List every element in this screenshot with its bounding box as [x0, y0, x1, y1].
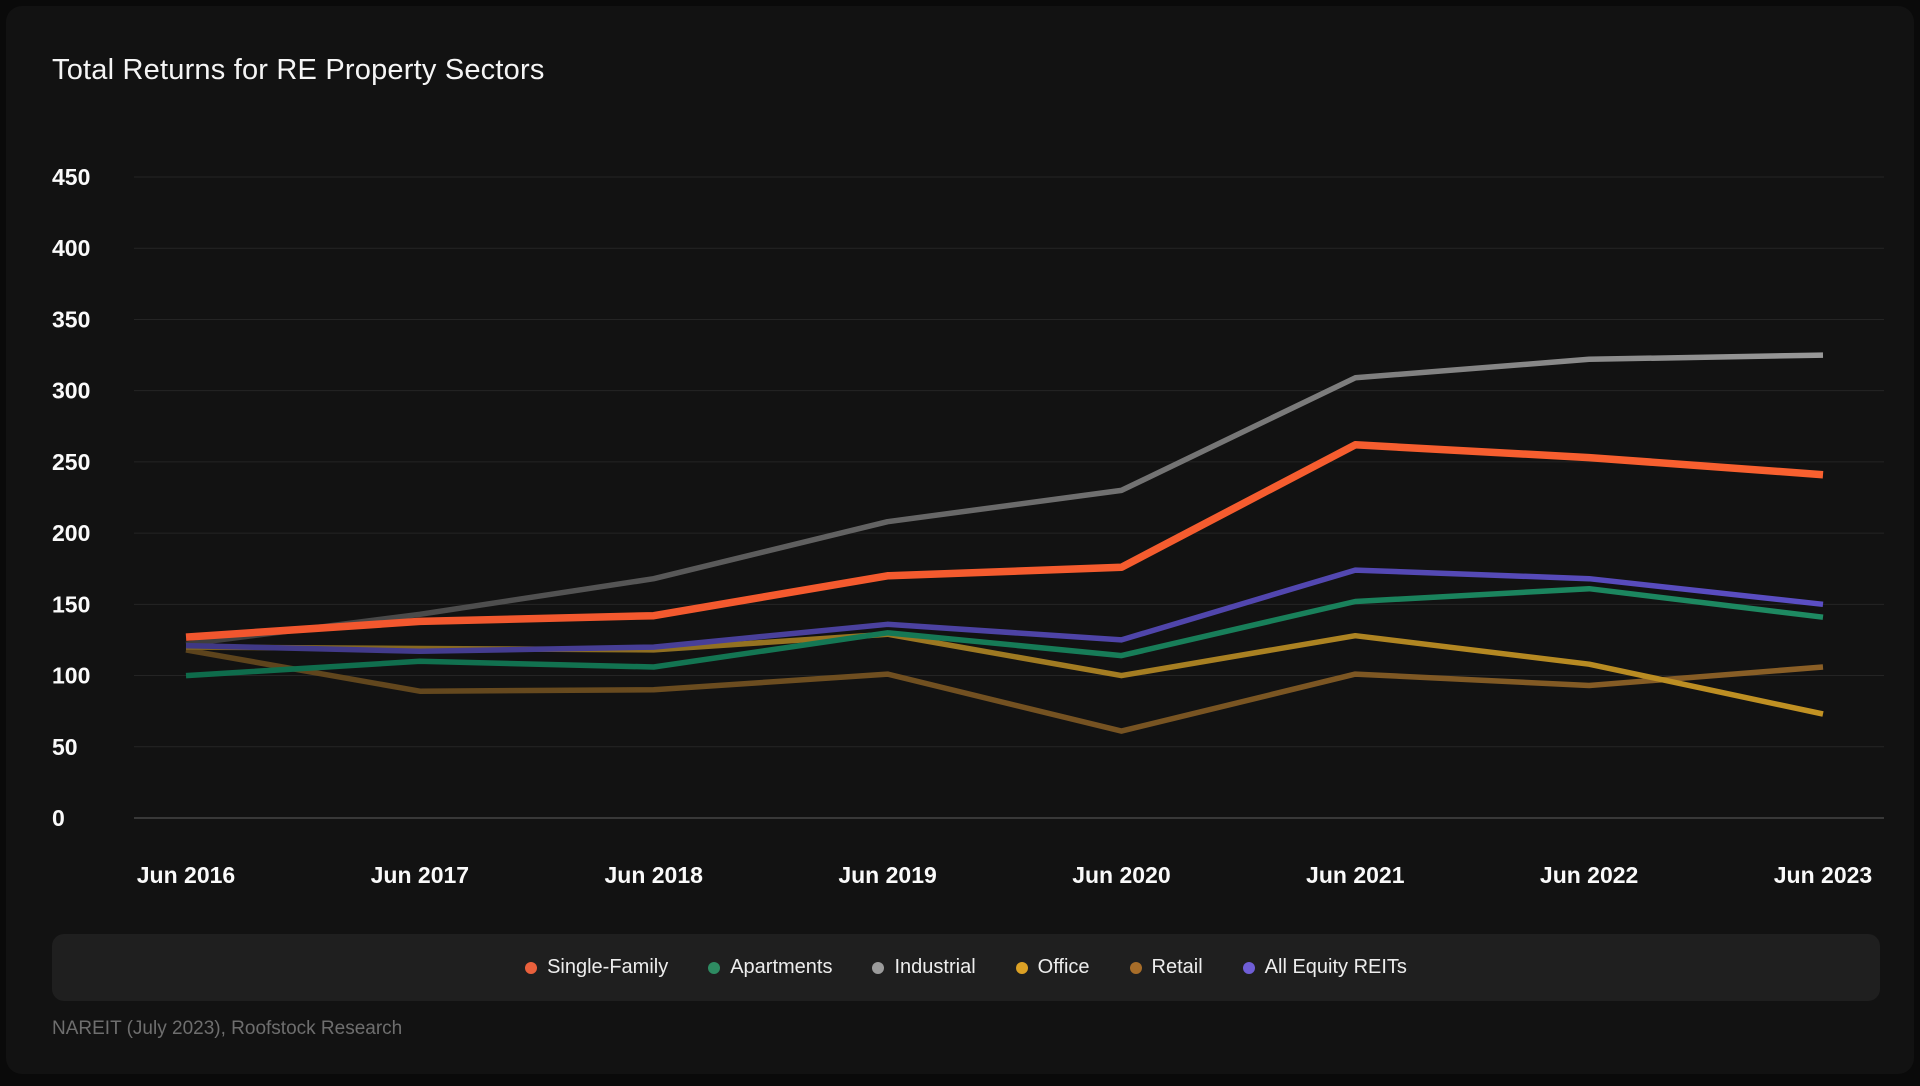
legend-item-industrial: Industrial: [872, 956, 976, 979]
y-axis-tick-label: 400: [52, 235, 90, 261]
legend-label: Industrial: [894, 956, 976, 978]
chart-card: Total Returns for RE Property Sectors 45…: [6, 6, 1914, 1074]
legend-dot-all-equity-reits: [1242, 961, 1255, 974]
legend-label: All Equity REITs: [1264, 956, 1407, 978]
legend-label: Apartments: [730, 956, 833, 978]
x-axis-tick-label: Jun 2023: [1774, 862, 1872, 888]
legend-dot-retail: [1129, 961, 1142, 974]
x-axis-tick-label: Jun 2020: [1072, 862, 1170, 888]
x-axis-tick-label: Jun 2019: [838, 862, 936, 888]
legend-label: Retail: [1151, 956, 1203, 978]
x-axis-tick-label: Jun 2021: [1306, 862, 1405, 888]
y-axis-tick-label: 50: [52, 734, 78, 760]
legend-item-all-equity-reits: All Equity REITs: [1242, 956, 1407, 979]
series-line-industrial: [185, 352, 1824, 647]
series-line-retail: [185, 647, 1824, 734]
y-axis-tick-label: 300: [52, 378, 90, 404]
y-axis-tick-label: 150: [52, 591, 90, 617]
series-line-single-family: [185, 441, 1824, 641]
x-axis-tick-label: Jun 2018: [604, 862, 703, 888]
series-line-apartments: [185, 585, 1824, 679]
legend-item-single-family: Single-Family: [525, 956, 668, 979]
legend-item-office: Office: [1015, 956, 1090, 979]
legend-label: Office: [1037, 956, 1090, 978]
x-axis-tick-label: Jun 2017: [371, 862, 469, 888]
source-attribution: NAREIT (July 2023), Roofstock Research: [52, 1018, 403, 1039]
x-axis-tick-label: Jun 2022: [1540, 862, 1638, 888]
legend-dot-single-family: [525, 961, 538, 974]
legend-bar: Single-Family Apartments Industrial Office R…: [52, 934, 1880, 1001]
legend-dot-office: [1015, 961, 1028, 974]
line-chart-plot: 450 400 350 300 250 200 150 100 50 0 Jun 2016 Jun 2…: [52, 164, 1884, 888]
legend-label: Single-Family: [547, 956, 669, 978]
y-axis-tick-label: 0: [52, 805, 65, 831]
series-line-all-equity-reits: [185, 567, 1824, 655]
legend-item-retail: Retail: [1129, 956, 1203, 979]
y-axis-tick-label: 350: [52, 306, 90, 332]
x-axis-tick-label: Jun 2016: [137, 862, 235, 888]
legend-item-apartments: Apartments: [708, 956, 832, 979]
y-axis-tick-label: 250: [52, 449, 90, 475]
y-axis-tick-label: 100: [52, 663, 90, 689]
legend-dot-apartments: [708, 961, 721, 974]
chart-title: Total Returns for RE Property Sectors: [52, 54, 545, 86]
y-axis-tick-label: 200: [52, 520, 90, 546]
legend-dot-industrial: [872, 961, 885, 974]
y-axis-tick-label: 450: [52, 164, 90, 190]
